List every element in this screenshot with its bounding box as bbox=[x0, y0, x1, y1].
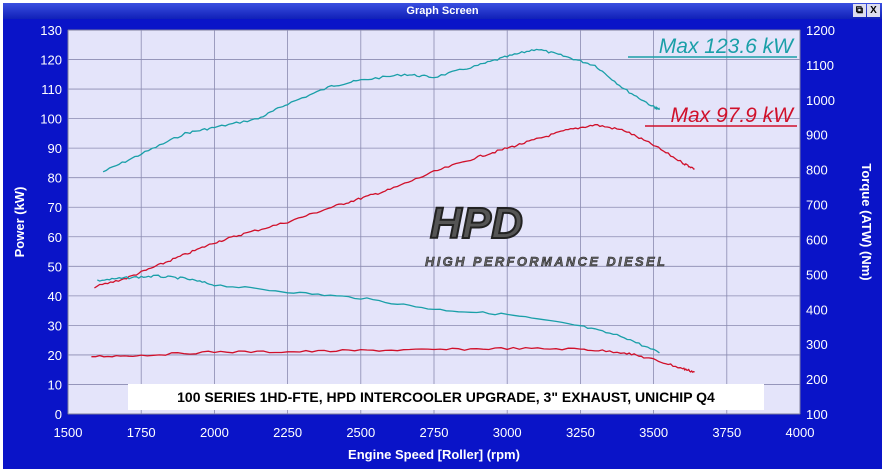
y2-tick-label: 800 bbox=[806, 163, 828, 178]
x-tick-label: 2500 bbox=[346, 425, 375, 440]
x-tick-label: 3250 bbox=[566, 425, 595, 440]
series-line-power-run-2 bbox=[102, 48, 661, 173]
title-bar: Graph Screen ⧉ X bbox=[3, 3, 882, 19]
x-tick-label: 1500 bbox=[54, 425, 83, 440]
y2-tick-label: 100 bbox=[806, 407, 828, 422]
caption-box bbox=[128, 384, 764, 410]
x-tick-label: 2250 bbox=[273, 425, 302, 440]
y-tick-label: 110 bbox=[41, 82, 62, 97]
x-tick-label: 3000 bbox=[493, 425, 522, 440]
y-tick-label: 70 bbox=[48, 200, 62, 215]
x-tick-label: 2750 bbox=[420, 425, 449, 440]
window-title: Graph Screen bbox=[406, 5, 479, 17]
max-power-annotation-run2: Max 123.6 kW bbox=[659, 35, 795, 58]
y-tick-label: 90 bbox=[48, 141, 62, 156]
y-tick-label: 100 bbox=[40, 112, 62, 127]
caption-text: 100 SERIES 1HD-FTE, HPD INTERCOOLER UPGR… bbox=[177, 389, 715, 405]
y-tick-label: 30 bbox=[48, 318, 62, 333]
x-tick-label: 3750 bbox=[712, 425, 741, 440]
y2-tick-label: 500 bbox=[806, 267, 828, 282]
y-tick-label: 40 bbox=[48, 289, 62, 304]
y2-tick-label: 600 bbox=[806, 232, 828, 247]
x-tick-label: 1750 bbox=[127, 425, 156, 440]
close-button[interactable]: X bbox=[867, 4, 880, 17]
y-tick-label: 130 bbox=[40, 23, 62, 38]
y2-tick-label: 400 bbox=[806, 302, 828, 317]
restore-icon[interactable]: ⧉ bbox=[853, 4, 866, 17]
y-axis-label: Power (kW) bbox=[12, 187, 27, 258]
y-tick-label: 120 bbox=[40, 53, 62, 68]
x-tick-label: 3500 bbox=[639, 425, 668, 440]
series-line-torque-run-1 bbox=[91, 346, 695, 374]
x-tick-label: 4000 bbox=[786, 425, 815, 440]
y2-tick-label: 1200 bbox=[806, 23, 835, 38]
y2-tick-label: 200 bbox=[806, 372, 828, 387]
y2-tick-label: 900 bbox=[806, 128, 828, 143]
y-tick-label: 10 bbox=[48, 377, 62, 392]
y-tick-label: 60 bbox=[48, 230, 62, 245]
y2-tick-label: 300 bbox=[806, 337, 828, 352]
x-axis-label: Engine Speed [Roller] (rpm) bbox=[348, 447, 520, 462]
logo-main: HPD bbox=[430, 199, 523, 248]
y2-tick-label: 700 bbox=[806, 198, 828, 213]
y-tick-label: 0 bbox=[55, 407, 62, 422]
y-tick-label: 50 bbox=[48, 259, 62, 274]
series-line-torque-run-2 bbox=[97, 274, 660, 354]
y2-tick-label: 1100 bbox=[806, 58, 834, 73]
y2-tick-label: 1000 bbox=[806, 93, 835, 108]
y-tick-label: 20 bbox=[48, 348, 62, 363]
series-line-power-run-1 bbox=[94, 124, 695, 289]
y2-axis-label: Torque (ATW) (Nm) bbox=[859, 163, 874, 280]
max-power-annotation-run1: Max 97.9 kW bbox=[670, 104, 795, 127]
logo-sub: HIGH PERFORMANCE DIESEL bbox=[425, 254, 665, 269]
x-tick-label: 2000 bbox=[200, 425, 229, 440]
y-tick-label: 80 bbox=[48, 171, 62, 186]
